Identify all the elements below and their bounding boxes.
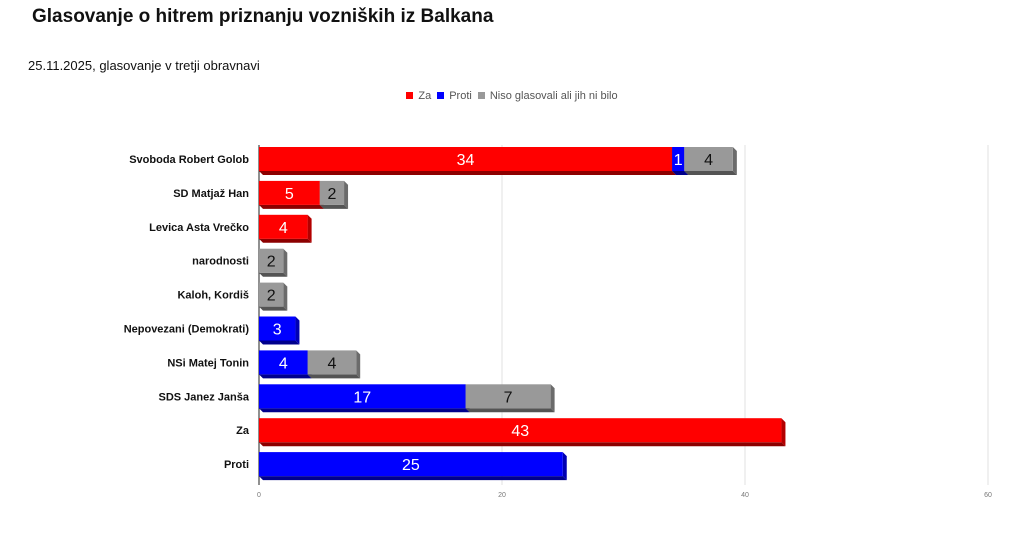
bar-proti: [259, 452, 563, 477]
legend-swatch: [437, 92, 445, 99]
bar-bottom: [465, 408, 555, 413]
bar-proti: [672, 147, 685, 171]
bar-side: [295, 316, 300, 345]
x-tick-label: 20: [498, 492, 506, 499]
bar-value-label: 25: [402, 457, 420, 474]
bar-niso-glasovali-ali-jih-ni-bilo: [259, 282, 284, 307]
bar-bottom: [259, 204, 324, 209]
legend-swatch: [406, 92, 414, 99]
bar-proti: [259, 350, 308, 375]
bar-niso-glasovali-ali-jih-ni-bilo: [319, 180, 345, 205]
bar-bottom: [684, 171, 737, 175]
legend-label: Niso glasovali ali jih ni bilo: [489, 90, 618, 102]
legend-item-2: Niso glasovali ali jih ni bilo: [477, 90, 618, 102]
bar-side: [550, 384, 555, 413]
bar-value-label: 4: [279, 220, 288, 237]
bar-bottom: [307, 374, 361, 379]
bar-value-label: 43: [511, 423, 529, 440]
bar-value-label: 4: [704, 152, 713, 169]
bar-za: [259, 180, 320, 205]
bar-value-label: 17: [353, 389, 371, 406]
bar-bottom: [259, 442, 786, 447]
bar-side: [356, 350, 361, 379]
bar-side: [344, 180, 349, 209]
bar-value-label: 4: [279, 355, 288, 372]
bar-value-label: 3: [273, 322, 282, 339]
bar-side: [283, 282, 288, 311]
bar-niso-glasovali-ali-jih-ni-bilo: [307, 350, 357, 375]
bar-bottom: [259, 171, 677, 175]
chart-title: Glasovanje o hitrem priznanju vozniških …: [32, 6, 494, 27]
legend: Za Proti Niso glasovali ali jih ni bilo: [0, 90, 1024, 102]
bar-side: [781, 418, 786, 447]
bar-bottom: [259, 476, 567, 481]
chart-subtitle: 25.11.2025, glasovanje v tretji obravnav…: [28, 58, 260, 73]
category-label: Nepovezani (Demokrati): [124, 324, 250, 336]
category-label: SDS Janez Janša: [159, 391, 250, 403]
bar-bottom: [319, 204, 349, 209]
category-label: SD Matjaž Han: [173, 188, 249, 200]
category-label: Proti: [224, 459, 249, 471]
bar-bottom: [259, 374, 312, 379]
category-label: Za: [236, 425, 250, 437]
category-label: narodnosti: [192, 256, 249, 268]
category-label: NSi Matej Tonin: [167, 357, 249, 369]
bar-value-label: 4: [327, 355, 336, 372]
bar-bottom: [259, 238, 312, 243]
category-label: Svoboda Robert Golob: [129, 154, 249, 166]
bar-za: [259, 214, 308, 239]
bar-value-label: 1: [674, 152, 683, 169]
bar-niso-glasovali-ali-jih-ni-bilo: [684, 147, 733, 171]
bar-za: [259, 418, 782, 443]
bar-side: [562, 452, 567, 481]
category-label: Levica Asta Vrečko: [149, 222, 249, 234]
legend-swatch: [477, 92, 485, 99]
legend-label: Proti: [449, 90, 472, 102]
bar-niso-glasovali-ali-jih-ni-bilo: [465, 384, 551, 409]
bar-bottom: [259, 306, 288, 311]
bar-value-label: 2: [267, 288, 276, 305]
x-tick-label: 0: [257, 492, 261, 499]
legend-item-0: Za: [406, 90, 431, 102]
bar-bottom: [259, 272, 288, 277]
bar-value-label: 2: [327, 186, 336, 203]
legend-item-1: Proti: [437, 90, 472, 102]
bar-bottom: [259, 408, 470, 413]
bar-side: [307, 214, 312, 243]
bar-value-label: 34: [457, 152, 475, 169]
legend-label: Za: [418, 90, 432, 102]
bar-niso-glasovali-ali-jih-ni-bilo: [259, 248, 284, 273]
category-label: Kaloh, Kordiš: [177, 290, 249, 302]
bar-bottom: [672, 171, 689, 175]
x-tick-label: 60: [984, 492, 992, 499]
bar-proti: [259, 316, 296, 341]
bar-proti: [259, 384, 466, 409]
bar-value-label: 7: [504, 389, 513, 406]
bar-side: [283, 248, 288, 277]
x-tick-label: 40: [741, 492, 749, 499]
bar-value-label: 2: [267, 254, 276, 271]
bar-bottom: [259, 340, 300, 345]
bar-za: [259, 147, 673, 171]
bar-side: [732, 147, 737, 175]
bar-value-label: 5: [285, 186, 294, 203]
